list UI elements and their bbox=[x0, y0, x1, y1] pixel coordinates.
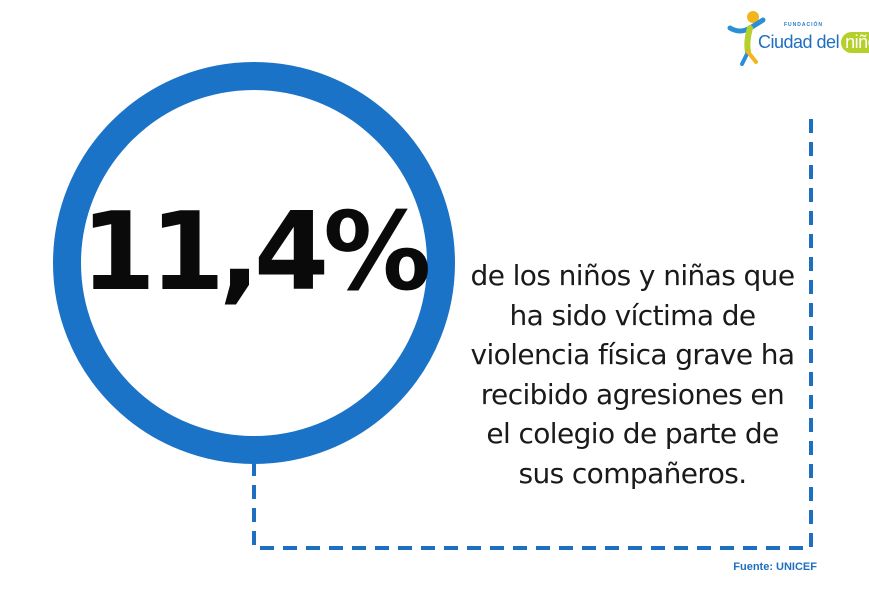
logo-foundation-text: FUNDACIÓN bbox=[784, 22, 823, 28]
source-note: Fuente: UNICEF bbox=[733, 561, 817, 573]
logo-name-main: Ciudad del bbox=[758, 32, 840, 52]
foundation-logo: FUNDACIÓN Ciudad delniño bbox=[726, 8, 869, 66]
description-line: violencia física grave ha bbox=[470, 338, 796, 371]
description-line: recibido agresiones en bbox=[480, 377, 785, 411]
description-line: sus compañeros. bbox=[518, 456, 747, 490]
logo-name: Ciudad delniño bbox=[758, 32, 869, 53]
description-line: ha sido víctima de bbox=[509, 298, 756, 332]
stat-ring bbox=[53, 62, 455, 464]
child-figure-icon bbox=[727, 11, 766, 66]
description-line: el colegio de parte de bbox=[486, 417, 779, 450]
stat-value: 11,4% bbox=[80, 190, 432, 315]
description-line: de los niños y niñas que bbox=[470, 259, 796, 292]
dashed-frame bbox=[252, 118, 813, 550]
stat-description: de los niños y niñas que ha sido víctima… bbox=[455, 256, 810, 493]
logo-name-accent: niño bbox=[841, 32, 869, 53]
